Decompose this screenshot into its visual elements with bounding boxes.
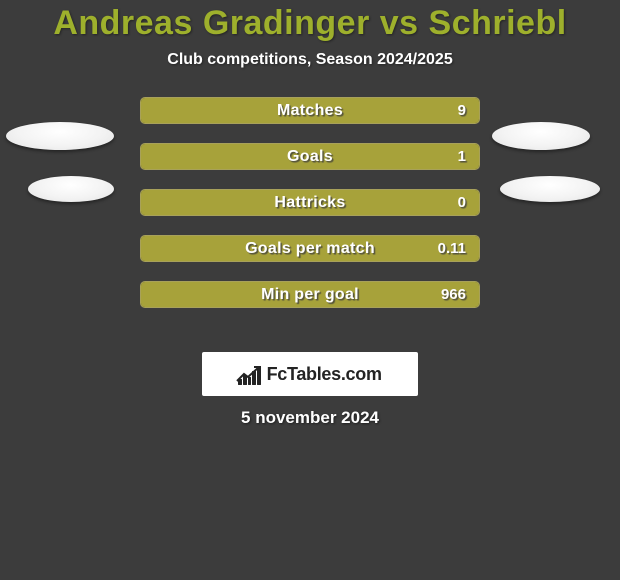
stat-row: Min per goal966 xyxy=(0,281,620,308)
bar-chart-arrow-icon xyxy=(238,363,260,385)
stat-row: Matches9 xyxy=(0,97,620,124)
stat-bar-track xyxy=(140,235,480,262)
player-left-marker-2 xyxy=(28,176,114,202)
watermark-logo: FcTables.com xyxy=(202,352,418,396)
stat-bar-track xyxy=(140,143,480,170)
player-left-marker-1 xyxy=(6,122,114,150)
page-subtitle: Club competitions, Season 2024/2025 xyxy=(0,51,620,69)
page-title: Andreas Gradinger vs Schriebl xyxy=(0,4,620,43)
watermark-text: FcTables.com xyxy=(267,364,382,385)
stat-row: Goals per match0.11 xyxy=(0,235,620,262)
stat-bar-fill xyxy=(141,282,479,307)
stat-bar-fill xyxy=(141,144,479,169)
player-right-marker-2 xyxy=(500,176,600,202)
stat-bar-fill xyxy=(141,236,479,261)
stat-bar-track xyxy=(140,97,480,124)
comparison-card: Andreas Gradinger vs Schriebl Club compe… xyxy=(0,0,620,308)
footer-date: 5 november 2024 xyxy=(0,408,620,428)
stat-bar-track xyxy=(140,189,480,216)
stat-bar-fill xyxy=(141,98,479,123)
player-right-marker-1 xyxy=(492,122,590,150)
stat-bar-fill xyxy=(141,190,479,215)
stat-bar-track xyxy=(140,281,480,308)
